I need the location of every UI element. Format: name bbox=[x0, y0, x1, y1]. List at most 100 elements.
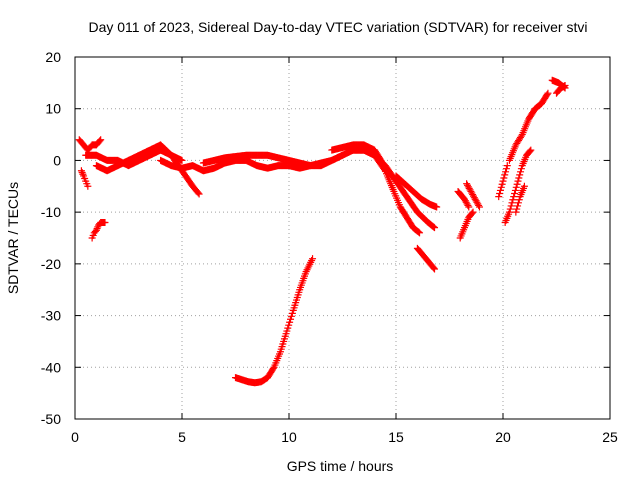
data-point bbox=[507, 202, 515, 210]
data-points bbox=[75, 76, 569, 387]
data-point bbox=[527, 146, 535, 154]
data-point bbox=[561, 81, 569, 89]
x-tick-label: 5 bbox=[178, 429, 186, 445]
data-point bbox=[515, 174, 523, 182]
series-track-8 bbox=[232, 255, 317, 387]
y-tick-label: -50 bbox=[41, 411, 61, 427]
data-point bbox=[269, 365, 277, 373]
data-point bbox=[178, 156, 186, 164]
data-point bbox=[475, 201, 483, 209]
data-point bbox=[517, 132, 525, 140]
data-point bbox=[415, 228, 423, 236]
data-point bbox=[284, 324, 292, 332]
data-point bbox=[466, 186, 474, 194]
y-axis-label: SDTVAR / TECUs bbox=[5, 182, 21, 294]
data-point bbox=[496, 190, 504, 198]
y-tick-labels: -50 -40 -30 -20 -10 0 10 20 bbox=[41, 49, 61, 427]
data-point bbox=[462, 198, 470, 206]
series-track-1 bbox=[75, 136, 105, 154]
x-tick-label: 25 bbox=[602, 429, 618, 445]
data-point bbox=[505, 208, 513, 216]
data-point bbox=[463, 200, 471, 208]
data-point bbox=[467, 187, 475, 195]
y-tick-label: -20 bbox=[41, 256, 61, 272]
data-point bbox=[430, 223, 438, 231]
data-point bbox=[496, 186, 504, 194]
data-point bbox=[463, 181, 471, 189]
data-point bbox=[509, 196, 517, 204]
series-track-5 bbox=[92, 141, 203, 198]
y-tick-label: -10 bbox=[41, 204, 61, 220]
data-point bbox=[469, 191, 477, 199]
data-point bbox=[503, 162, 511, 170]
x-tick-labels: 0 5 10 15 20 25 bbox=[71, 429, 618, 445]
data-point bbox=[286, 318, 294, 326]
data-point bbox=[475, 203, 483, 211]
data-point bbox=[468, 189, 476, 197]
x-tick-label: 0 bbox=[71, 429, 79, 445]
data-point bbox=[469, 208, 477, 216]
data-point bbox=[514, 199, 522, 207]
data-point bbox=[285, 321, 293, 329]
data-point bbox=[79, 170, 87, 178]
series-track-17 bbox=[501, 146, 535, 226]
data-point bbox=[474, 200, 482, 208]
data-point bbox=[471, 195, 479, 203]
series-track-21 bbox=[553, 81, 569, 97]
grid-lines bbox=[75, 57, 610, 419]
plot-frame bbox=[74, 56, 611, 420]
series-track-7 bbox=[199, 151, 346, 170]
data-point bbox=[517, 168, 525, 176]
data-point bbox=[514, 202, 522, 210]
x-tick-label: 15 bbox=[388, 429, 404, 445]
data-point bbox=[464, 201, 472, 209]
series-track-16 bbox=[495, 162, 511, 201]
data-point bbox=[513, 205, 521, 213]
axis-ticks bbox=[74, 56, 611, 420]
data-point bbox=[501, 171, 509, 179]
data-point bbox=[468, 209, 476, 217]
data-point bbox=[544, 89, 552, 97]
data-point bbox=[288, 309, 296, 317]
data-point bbox=[499, 177, 507, 185]
x-tick-label: 10 bbox=[281, 429, 297, 445]
data-point bbox=[431, 265, 439, 273]
data-point bbox=[463, 180, 471, 188]
series-track-13 bbox=[454, 187, 473, 211]
data-point bbox=[498, 180, 506, 188]
y-tick-label: 10 bbox=[45, 101, 61, 117]
data-point bbox=[526, 147, 534, 155]
x-tick-label: 20 bbox=[495, 429, 511, 445]
data-point bbox=[500, 174, 508, 182]
data-point bbox=[194, 189, 202, 197]
data-point bbox=[543, 90, 551, 98]
data-point bbox=[430, 264, 438, 272]
data-point bbox=[520, 182, 528, 190]
data-point bbox=[465, 203, 473, 211]
chart-title: Day 011 of 2023, Sidereal Day-to-day VTE… bbox=[88, 19, 587, 35]
data-point bbox=[283, 327, 291, 335]
data-point bbox=[497, 183, 505, 191]
data-point bbox=[512, 208, 520, 216]
data-point bbox=[473, 198, 481, 206]
x-axis-label: GPS time / hours bbox=[287, 458, 394, 474]
series-track-11 bbox=[392, 172, 441, 211]
series-track-12 bbox=[413, 244, 439, 273]
data-point bbox=[495, 193, 503, 201]
data-point bbox=[514, 177, 522, 185]
data-point bbox=[469, 192, 477, 200]
data-point bbox=[287, 315, 295, 323]
series-track-2 bbox=[77, 167, 92, 190]
y-tick-label: 20 bbox=[45, 49, 61, 65]
series-track-14 bbox=[456, 208, 477, 242]
data-point bbox=[517, 165, 525, 173]
data-point bbox=[506, 205, 514, 213]
data-point bbox=[464, 183, 472, 191]
data-point bbox=[513, 180, 521, 188]
data-point bbox=[431, 224, 439, 232]
data-point bbox=[77, 167, 85, 175]
data-point bbox=[516, 171, 524, 179]
data-point bbox=[93, 225, 101, 233]
data-point bbox=[96, 137, 104, 145]
